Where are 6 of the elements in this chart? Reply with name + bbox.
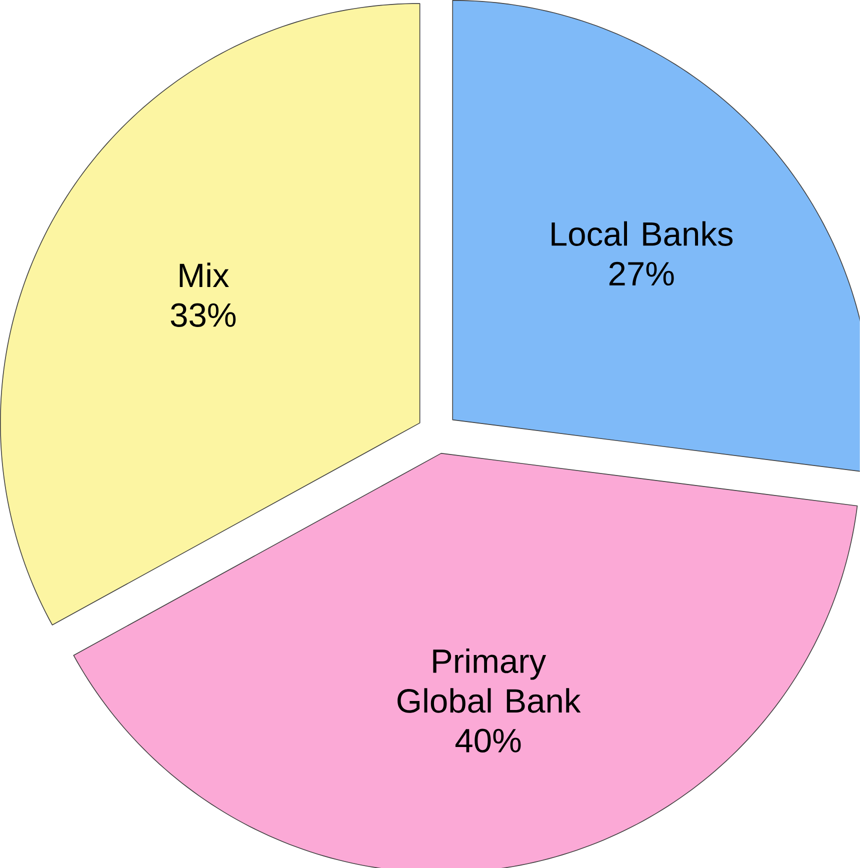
data-label: 40% xyxy=(456,728,521,753)
slice-label: Mix xyxy=(180,262,230,287)
slice-label: Local Banks xyxy=(552,221,733,246)
slice-label: Primary Global Bank xyxy=(398,648,581,713)
data-label: 33% xyxy=(170,303,236,328)
data-label: 27% xyxy=(610,262,674,286)
